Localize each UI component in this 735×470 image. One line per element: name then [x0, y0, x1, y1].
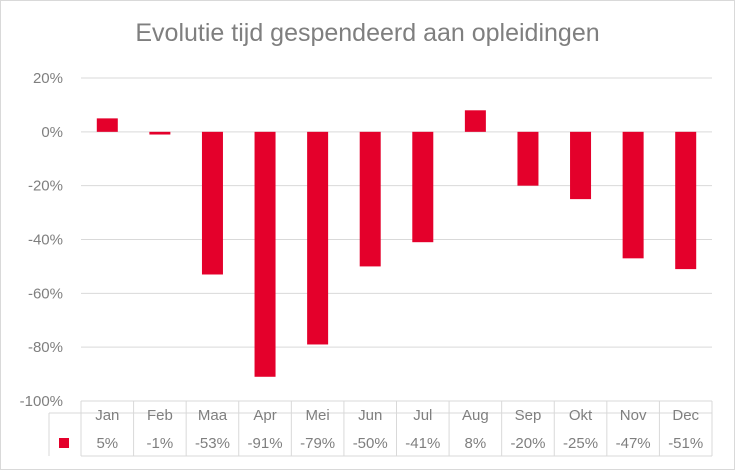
data-label: -25% — [563, 435, 598, 452]
data-label: -47% — [616, 435, 651, 452]
y-tick-label: 20% — [33, 70, 63, 87]
chart-title: Evolutie tijd gespendeerd aan opleidinge… — [135, 19, 600, 47]
category-label: Okt — [569, 407, 593, 424]
category-label: Maa — [198, 407, 228, 424]
data-label: -51% — [668, 435, 703, 452]
bar-dec — [675, 131, 697, 270]
bar-jul — [412, 131, 434, 243]
bar-apr — [254, 131, 276, 377]
category-label: Nov — [620, 407, 647, 424]
y-tick-label: 0% — [41, 124, 63, 141]
category-label: Feb — [147, 407, 173, 424]
category-label: Mei — [306, 407, 330, 424]
bar-jan — [96, 118, 118, 132]
bar-sep — [517, 131, 539, 186]
bar-maa — [201, 131, 223, 275]
category-label: Jul — [413, 407, 432, 424]
bar-nov — [622, 131, 644, 259]
data-label: -41% — [405, 435, 440, 452]
data-label: -91% — [248, 435, 283, 452]
category-label: Apr — [253, 407, 276, 424]
y-tick-label: -20% — [28, 178, 63, 195]
y-tick-label: -80% — [28, 339, 63, 356]
data-label: -53% — [195, 435, 230, 452]
bar-mei — [307, 131, 329, 345]
category-label: Aug — [462, 407, 489, 424]
data-label: -79% — [300, 435, 335, 452]
bar-feb — [149, 131, 171, 135]
y-tick-label: -100% — [20, 393, 63, 410]
data-label: -1% — [147, 435, 174, 452]
data-label: -50% — [353, 435, 388, 452]
data-label: 5% — [96, 435, 118, 452]
y-tick-label: -40% — [28, 232, 63, 249]
category-label: Jan — [95, 407, 119, 424]
legend-key — [59, 438, 69, 448]
bar-aug — [464, 110, 486, 132]
category-label: Sep — [515, 407, 542, 424]
y-tick-label: -60% — [28, 285, 63, 302]
bar-jun — [359, 131, 381, 267]
category-label: Dec — [672, 407, 699, 424]
data-label: -20% — [510, 435, 545, 452]
category-label: Jun — [358, 407, 382, 424]
bar-okt — [570, 131, 592, 200]
data-label: 8% — [465, 435, 487, 452]
